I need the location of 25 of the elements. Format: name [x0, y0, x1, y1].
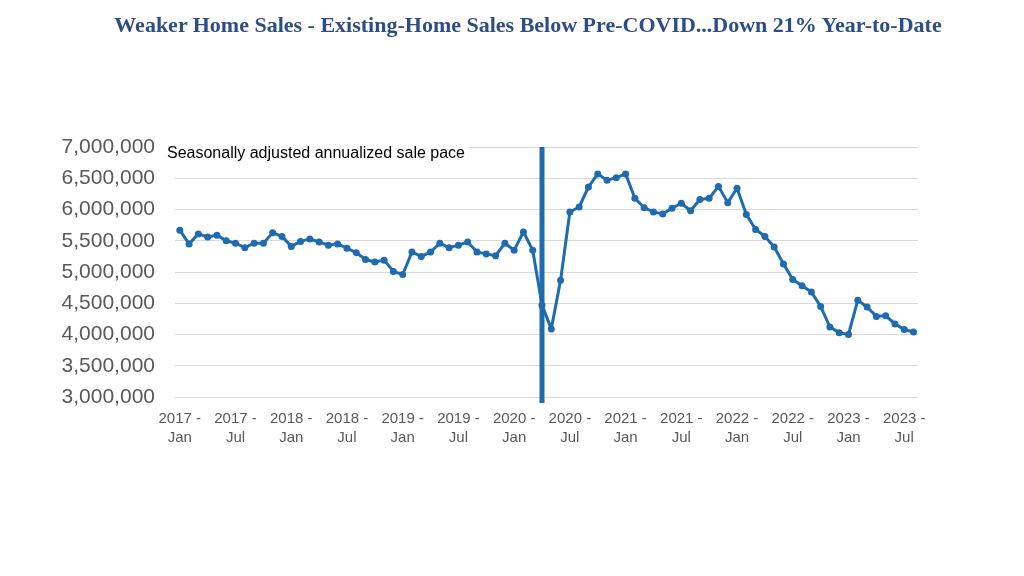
x-tick-label: 2019 - Jan — [381, 408, 424, 446]
y-tick-label: 5,500,000 — [61, 227, 155, 251]
x-tick-label: 2021 - Jan — [604, 408, 647, 446]
y-tick-label: 3,000,000 — [61, 383, 155, 407]
x-tick-label: 2017 - Jan — [158, 408, 202, 446]
x-tick-label: 2020 - Jul — [548, 408, 592, 446]
x-tick-label: 2023 - Jul — [882, 408, 926, 446]
y-tick-label: 4,500,000 — [61, 290, 155, 314]
x-tick-label: 2019 - Jul — [437, 408, 480, 446]
y-tick-label: 7,000,000 — [61, 133, 155, 157]
x-tick-label: 2022 - Jan — [715, 408, 759, 446]
chart-title: Weaker Home Sales - Existing-Home Sales Below Pre-COVID...Down 21% Year-to-Date — [113, 12, 943, 38]
x-tick-label: 2017 - Jul — [214, 408, 257, 446]
y-tick-label: 3,500,000 — [61, 352, 155, 376]
x-tick-label: 2020 - Jan — [492, 408, 536, 446]
annotation: Seasonally adjusted annualized sale pace — [163, 143, 469, 163]
y-tick-label: 6,500,000 — [61, 165, 155, 189]
x-tick-label: 2018 - Jan — [269, 408, 313, 446]
x-tick-label: 2018 - Jul — [325, 408, 369, 446]
x-tick-label: 2023 - Jan — [827, 408, 870, 446]
y-tick-label: 4,000,000 — [61, 321, 155, 345]
x-tick-label: 2021 - Jul — [660, 408, 703, 446]
y-tick-label: 5,000,000 — [61, 258, 155, 282]
x-tick-label: 2022 - Jul — [771, 408, 815, 446]
y-tick-label: 6,000,000 — [61, 196, 155, 220]
